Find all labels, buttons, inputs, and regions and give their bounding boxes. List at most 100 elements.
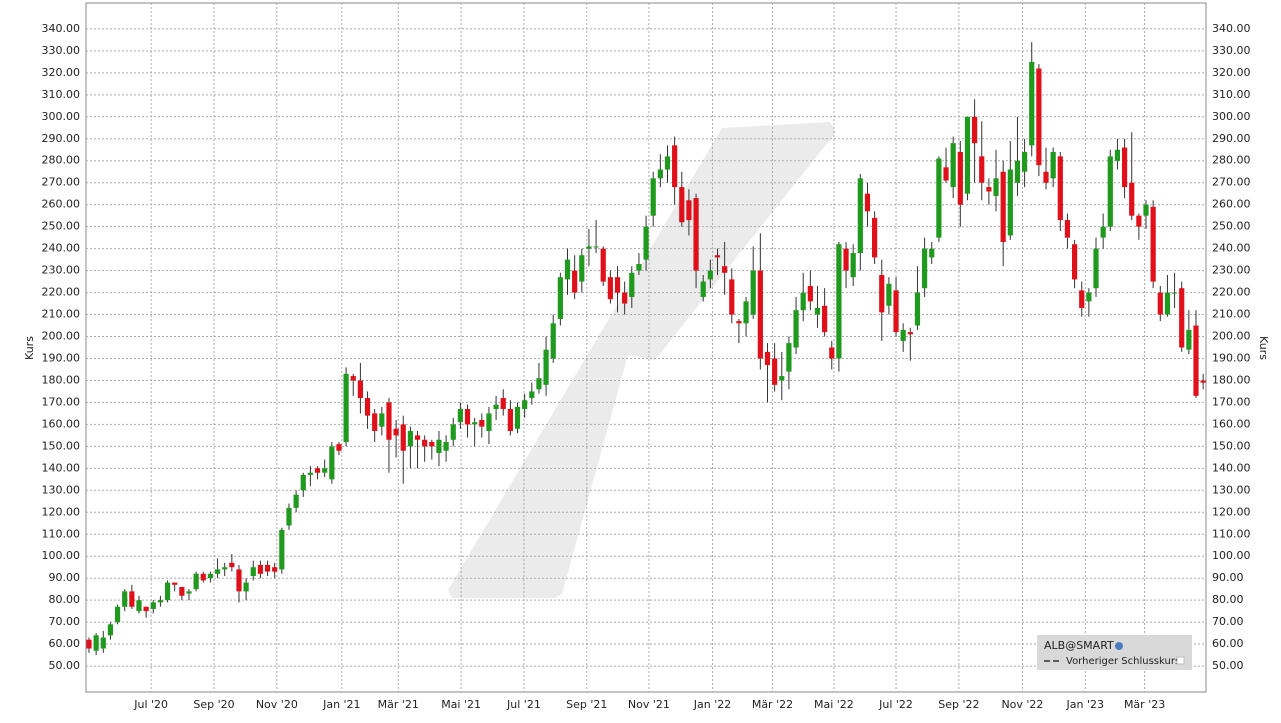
y2-tick-label: 70.00 [1212, 615, 1244, 628]
candle-body [643, 226, 649, 260]
legend-icon [1115, 642, 1123, 650]
candle-body [750, 270, 756, 315]
candle-body [1114, 149, 1121, 161]
candle-body [936, 158, 942, 238]
candle-body [822, 305, 828, 333]
candle-body [336, 444, 342, 451]
candle-body [879, 274, 885, 313]
y-tick-label: 90.00 [49, 571, 81, 584]
candle-body [772, 358, 778, 385]
y-tick-label: 60.00 [49, 637, 81, 650]
candle-body [786, 343, 792, 372]
candle-body [129, 591, 135, 607]
y-tick-label: 200.00 [42, 330, 81, 343]
x-tick-label: Jul '20 [133, 698, 168, 711]
candle-body [614, 277, 621, 293]
candle-body [286, 507, 292, 526]
y-tick-label: 160.00 [42, 417, 81, 430]
candle-body [564, 259, 571, 280]
candle-body [307, 472, 313, 475]
candle-body [622, 292, 628, 304]
y-tick-label: 270.00 [42, 176, 81, 189]
candle-body [222, 567, 228, 570]
candle-body [250, 567, 256, 576]
candle-body [314, 468, 321, 473]
y-tick-label: 340.00 [42, 22, 81, 35]
y2-tick-label: 330.00 [1212, 44, 1251, 57]
candle-body [836, 244, 842, 359]
y-tick-label: 190.00 [42, 351, 81, 364]
x-tick-label: Jan '23 [1066, 698, 1104, 711]
x-tick-label: Nov '20 [256, 698, 298, 711]
candle-body [414, 435, 421, 440]
y-tick-label: 80.00 [49, 593, 81, 606]
candle-body [664, 156, 671, 170]
candle-body [186, 591, 192, 594]
candle-body [422, 439, 428, 447]
candle-body [607, 277, 613, 300]
candle-body [922, 248, 928, 289]
y2-tick-label: 290.00 [1212, 132, 1251, 145]
x-tick-label: Jan '21 [322, 698, 360, 711]
y-tick-label: 180.00 [42, 373, 81, 386]
y2-tick-label: 310.00 [1212, 88, 1251, 101]
candle-body [679, 187, 685, 223]
y2-tick-label: 50.00 [1212, 659, 1244, 672]
candle-body [164, 582, 171, 601]
candle-body [236, 569, 242, 592]
candle-body [393, 428, 399, 436]
y2-tick-label: 90.00 [1212, 571, 1244, 584]
candle-body [300, 474, 306, 491]
candle-body [150, 602, 156, 609]
y-tick-label: 50.00 [49, 659, 81, 672]
candle-body [479, 420, 485, 427]
y2-tick-label: 280.00 [1212, 154, 1251, 167]
candle-body [764, 351, 771, 366]
y2-tick-label: 120.00 [1212, 505, 1251, 518]
y2-tick-label: 60.00 [1212, 637, 1244, 650]
candle-body [972, 116, 978, 144]
candle-body [1050, 151, 1056, 179]
watermark [448, 122, 836, 598]
candle-body [264, 565, 271, 572]
candle-body [1093, 248, 1099, 289]
y-tick-label: 130.00 [42, 483, 81, 496]
candles [86, 42, 1206, 656]
candle-body [1036, 68, 1042, 166]
y2-tick-label: 80.00 [1212, 593, 1244, 606]
candle-body [1071, 244, 1078, 280]
legend-checkbox[interactable] [1176, 656, 1185, 665]
x-tick-label: Mär '21 [378, 698, 419, 711]
candle-body [550, 323, 556, 359]
candle-body [386, 402, 392, 440]
candle-body [986, 187, 992, 192]
candle-body [722, 266, 728, 273]
legend-label: ALB@SMART [1044, 639, 1114, 652]
candle-body [593, 246, 599, 248]
candle-body [636, 264, 642, 271]
y-tick-label: 310.00 [42, 88, 81, 101]
candle-body [1129, 182, 1135, 216]
candle-body [1200, 380, 1206, 383]
candle-body [1086, 292, 1092, 302]
legend-box [1037, 635, 1192, 670]
legend-label: Vorheriger Schlusskurs [1066, 656, 1180, 667]
candle-body [107, 624, 114, 636]
x-tick-label: Jul '21 [506, 698, 541, 711]
y-tick-label: 280.00 [42, 154, 81, 167]
candle-body [257, 565, 264, 574]
candle-body [793, 310, 799, 348]
candle-body [343, 373, 349, 442]
candle-body [1164, 292, 1171, 315]
candle-body [193, 573, 199, 590]
candle-body [807, 285, 813, 302]
candle-body [136, 600, 142, 612]
candle-body [714, 255, 721, 258]
x-tick-label: Mai '21 [441, 698, 481, 711]
candle-body [157, 600, 164, 603]
candle-body [843, 248, 849, 271]
y-tick-label: 320.00 [42, 66, 81, 79]
y-tick-label: 300.00 [42, 110, 81, 123]
candle-body [1079, 290, 1085, 308]
x-tick-label: Mär '23 [1124, 698, 1165, 711]
